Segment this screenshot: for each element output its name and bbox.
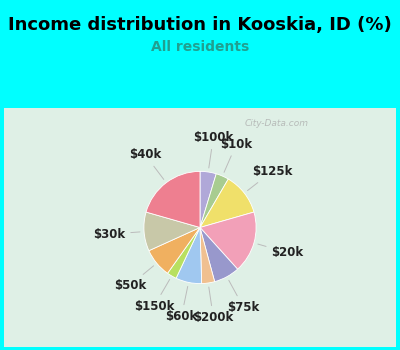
- Wedge shape: [149, 228, 200, 273]
- Text: $40k: $40k: [129, 148, 164, 180]
- Wedge shape: [144, 212, 200, 251]
- Text: Income distribution in Kooskia, ID (%): Income distribution in Kooskia, ID (%): [8, 16, 392, 34]
- Text: $20k: $20k: [258, 244, 304, 259]
- Text: All residents: All residents: [151, 40, 249, 54]
- Text: $75k: $75k: [228, 280, 260, 314]
- Wedge shape: [200, 228, 215, 284]
- Text: $150k: $150k: [134, 280, 174, 313]
- Wedge shape: [200, 179, 254, 228]
- Wedge shape: [176, 228, 202, 284]
- Text: $125k: $125k: [248, 165, 292, 190]
- Wedge shape: [200, 228, 238, 282]
- Text: $100k: $100k: [193, 131, 234, 168]
- Text: $10k: $10k: [220, 138, 252, 172]
- Text: $30k: $30k: [93, 228, 140, 241]
- Wedge shape: [200, 174, 228, 228]
- Text: $50k: $50k: [114, 266, 154, 292]
- Wedge shape: [146, 172, 200, 228]
- Wedge shape: [200, 172, 216, 228]
- Text: $60k: $60k: [165, 286, 198, 323]
- Text: City-Data.com: City-Data.com: [244, 119, 308, 128]
- Text: $200k: $200k: [193, 287, 234, 324]
- Wedge shape: [200, 212, 256, 269]
- Wedge shape: [168, 228, 200, 278]
